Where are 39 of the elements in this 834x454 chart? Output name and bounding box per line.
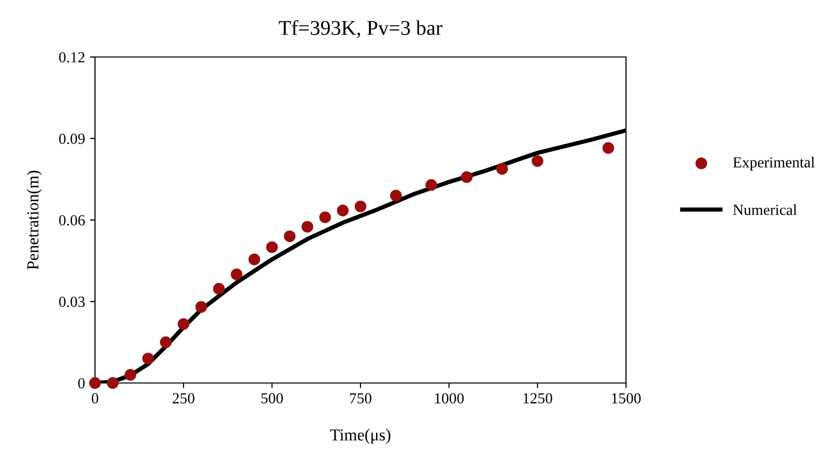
point — [354, 200, 366, 212]
legend-label: Numerical — [733, 204, 797, 216]
point — [284, 230, 296, 242]
x-tick-label: 500 — [261, 393, 283, 404]
x-tick-label: 750 — [350, 393, 372, 404]
point — [160, 336, 172, 348]
point — [302, 220, 314, 233]
point — [602, 142, 614, 154]
x-tick-label: 1250 — [524, 393, 552, 404]
point — [142, 352, 154, 364]
y-axis-title: Penetration(m) — [26, 170, 42, 270]
point — [319, 211, 331, 224]
point — [390, 190, 402, 202]
point — [89, 377, 101, 389]
y-tick-label: 0.06 — [59, 215, 85, 226]
y-tick-label: 0.09 — [59, 134, 85, 144]
chart-title: Tf=393K, Pv=3 bar — [278, 20, 442, 38]
point — [106, 377, 119, 389]
x-axis-title: Time(μs) — [330, 428, 390, 444]
point — [213, 282, 225, 295]
point — [425, 179, 438, 191]
x-tick-label: 1500 — [612, 393, 641, 404]
point — [336, 204, 349, 216]
point — [230, 268, 242, 280]
x-tick-label: 1000 — [435, 393, 464, 404]
y-tick-label: 0.12 — [59, 52, 84, 63]
point — [266, 241, 278, 254]
point — [178, 318, 190, 330]
y-tick-label: 0 — [78, 378, 85, 388]
point — [124, 369, 136, 381]
legend-label: Experimental — [733, 156, 815, 171]
y-tick-label: 0.03 — [59, 296, 85, 308]
point — [532, 155, 544, 167]
point — [248, 254, 260, 266]
x-tick-label: 250 — [172, 393, 194, 404]
x-tick-label: 0 — [92, 393, 98, 404]
point — [195, 301, 208, 313]
point — [496, 163, 508, 175]
point — [460, 171, 473, 183]
